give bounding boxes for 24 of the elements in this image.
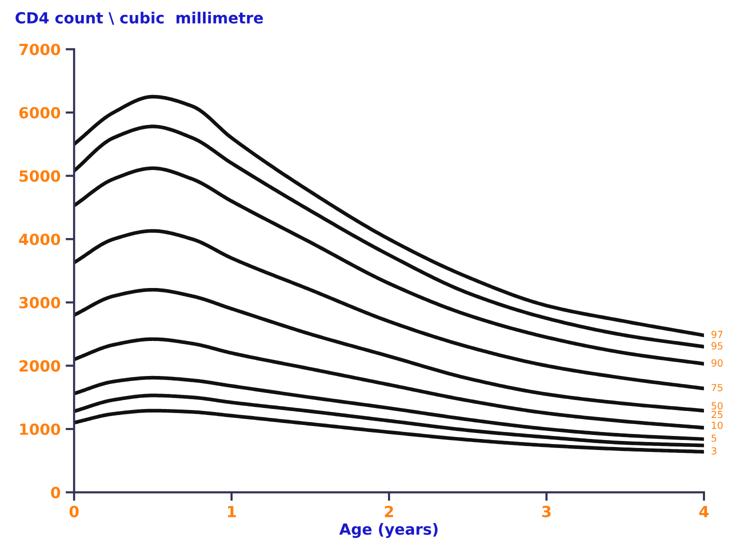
x-tick-label: 2 bbox=[384, 506, 394, 518]
x-tick-label: 3 bbox=[542, 506, 551, 518]
x-tick-label: 0 bbox=[70, 506, 79, 518]
series-label: 10 bbox=[712, 422, 723, 429]
series-label: 90 bbox=[712, 359, 723, 367]
x-axis-title: Age (years) bbox=[339, 523, 438, 538]
series-label: 3 bbox=[712, 447, 716, 455]
y-axis-title: CD4 count \ cubic millimetre bbox=[16, 12, 263, 25]
series-label: 97 bbox=[712, 330, 722, 338]
y-tick-label: 7000 bbox=[19, 44, 60, 56]
series-label: 50 bbox=[712, 402, 723, 410]
y-tick-label: 0 bbox=[51, 486, 60, 498]
y-tick-label: 5000 bbox=[20, 170, 60, 182]
y-tick-label: 6000 bbox=[19, 106, 60, 119]
y-tick-label: 2000 bbox=[20, 360, 60, 372]
x-tick-label: 4 bbox=[699, 506, 709, 518]
series-label: 25 bbox=[712, 410, 722, 418]
y-tick-label: 4000 bbox=[19, 234, 60, 246]
y-tick-label: 3000 bbox=[19, 296, 60, 308]
x-tick-label: 1 bbox=[228, 506, 236, 518]
series-label: 75 bbox=[712, 384, 722, 392]
series-label: 95 bbox=[712, 342, 722, 350]
y-tick-label: 1000 bbox=[20, 423, 60, 436]
series-label: 5 bbox=[712, 434, 716, 442]
